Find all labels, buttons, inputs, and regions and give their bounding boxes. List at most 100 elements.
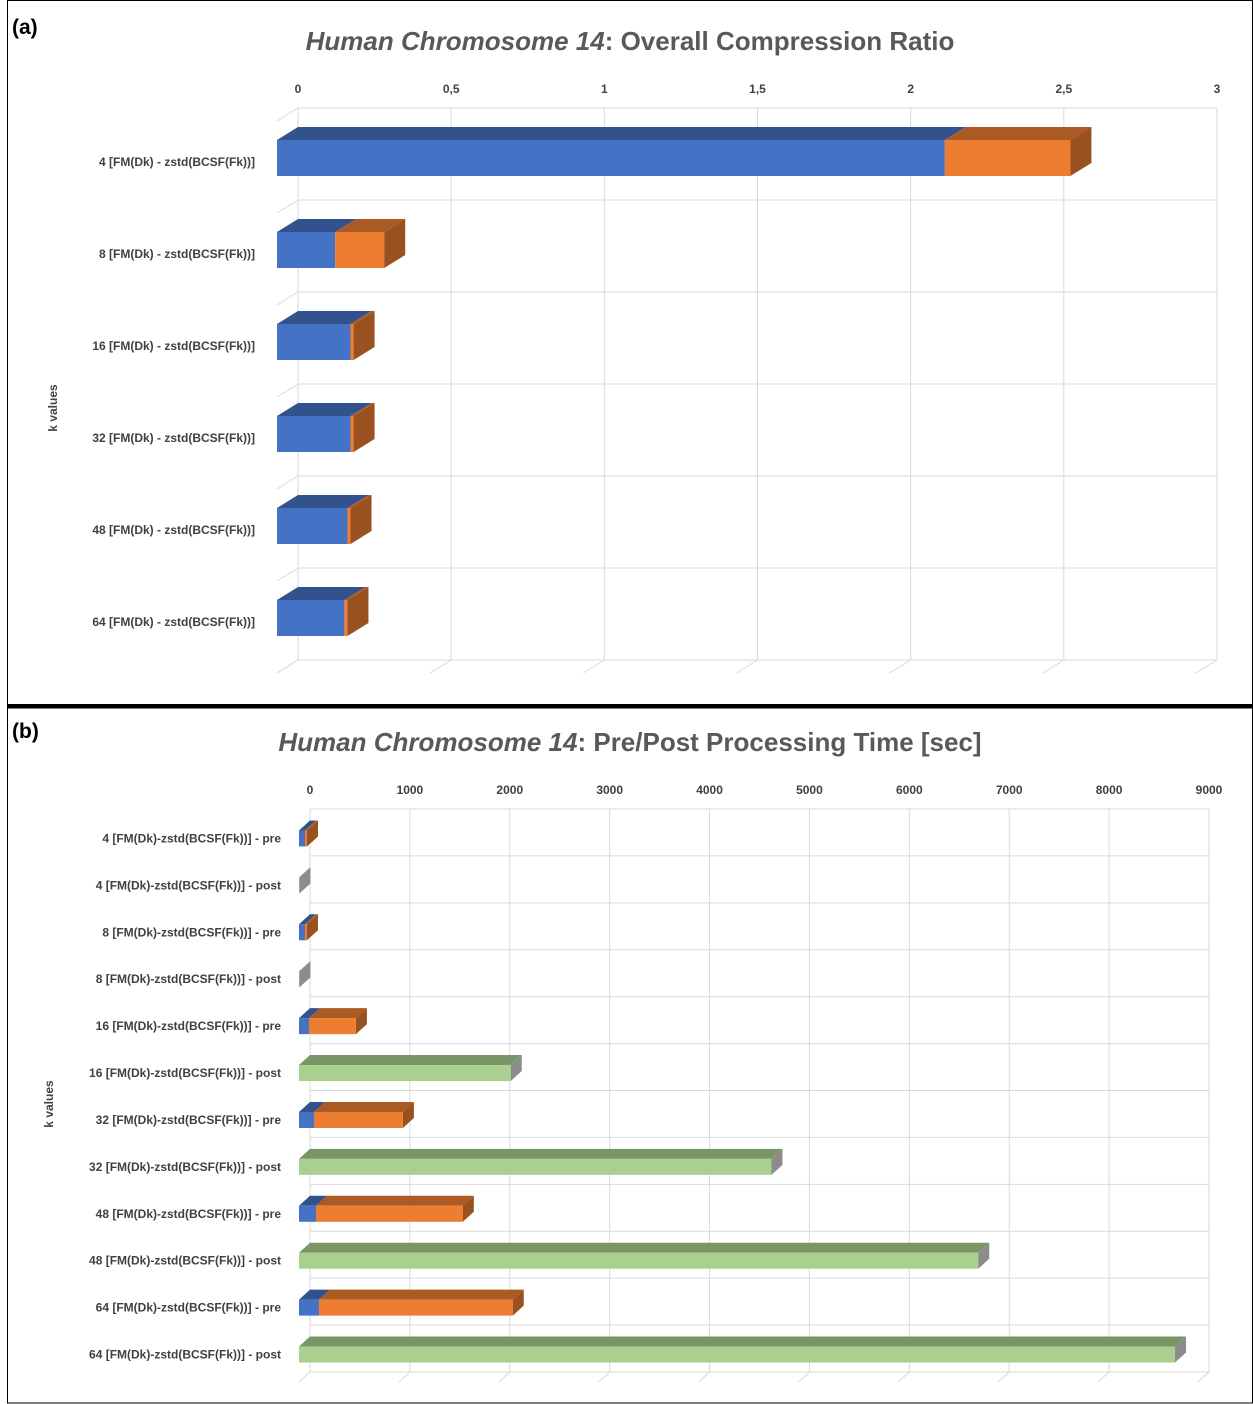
bar-top-green bbox=[299, 1336, 1187, 1347]
panel-b-ylabel: k values bbox=[42, 1080, 56, 1128]
bar-cap bbox=[462, 1195, 474, 1222]
gridline-floor bbox=[736, 659, 758, 674]
category-label: 64 [FM(Dk)-zstd(BCSF(Fk))] - pre bbox=[96, 1301, 282, 1315]
x-tick-label: 3000 bbox=[596, 783, 623, 797]
gridline-floor bbox=[583, 659, 605, 674]
gridline-side bbox=[276, 567, 299, 582]
gridline-side bbox=[276, 383, 299, 398]
bar-top-blue bbox=[299, 820, 316, 831]
bar-segment-blue bbox=[277, 416, 351, 452]
bar-cap bbox=[355, 1008, 367, 1035]
bar-cap bbox=[1070, 127, 1092, 176]
bar-segment-orange bbox=[304, 924, 307, 941]
gridline-side bbox=[276, 291, 299, 306]
bar-top-blue bbox=[277, 311, 372, 324]
bar-segment-blue bbox=[277, 508, 348, 544]
x-tick-label: 2000 bbox=[496, 783, 523, 797]
bar-cap bbox=[306, 820, 318, 847]
panel-a: (a) Human Chromosome 14: Overall Compres… bbox=[7, 0, 1253, 705]
gridline-floor bbox=[598, 1371, 611, 1383]
category-label: 64 [FM(Dk)-zstd(BCSF(Fk))] - post bbox=[89, 1348, 281, 1362]
bar-segment-blue bbox=[277, 324, 351, 360]
bar-top-green bbox=[299, 1148, 783, 1159]
bar-segment-orange bbox=[335, 232, 385, 268]
x-tick-label: 0 bbox=[307, 783, 314, 797]
gridline-floor bbox=[897, 1371, 910, 1383]
bar-segment-orange bbox=[313, 1111, 403, 1128]
category-label: 8 [FM(Dk)-zstd(BCSF(Fk))] - pre bbox=[102, 925, 281, 939]
bar-cap bbox=[347, 587, 369, 636]
category-label: 32 [FM(Dk)-zstd(BCSF(Fk))] - post bbox=[89, 1160, 281, 1174]
bar-top-green bbox=[299, 1242, 990, 1253]
x-tick-label: 1,5 bbox=[749, 82, 766, 96]
panel-a-frame bbox=[7, 0, 1253, 705]
bar-segment-orange bbox=[315, 1205, 463, 1222]
bar-top-blue bbox=[277, 127, 966, 140]
gridline-floor bbox=[997, 1371, 1010, 1383]
bar-top-orange bbox=[944, 127, 1092, 140]
category-label: 16 [FM(Dk) - zstd(BCSF(Fk))] bbox=[92, 339, 255, 353]
bar-top-blue bbox=[299, 1195, 327, 1206]
x-tick-label: 0 bbox=[295, 82, 302, 96]
gridline-floor bbox=[1042, 659, 1065, 674]
bar-segment-orange bbox=[304, 830, 307, 847]
bar-segment-green bbox=[299, 1346, 1176, 1363]
panel-b-frame bbox=[7, 707, 1253, 1404]
bar-top-orange bbox=[304, 820, 318, 831]
panel-a-label: (a) bbox=[12, 16, 38, 39]
category-label: 8 [FM(Dk) - zstd(BCSF(Fk))] bbox=[99, 247, 255, 261]
bar-top-orange bbox=[315, 1195, 474, 1206]
plot-b: 0 1000 2000 3000 4000 5000 6000 7000 8000 9000 4 [… bbox=[89, 783, 1223, 1383]
bar-top-blue bbox=[299, 1101, 325, 1112]
category-label: 32 [FM(Dk)-zstd(BCSF(Fk))] - pre bbox=[96, 1113, 282, 1127]
bar-cap bbox=[771, 1148, 783, 1175]
x-tick-label: 0,5 bbox=[443, 82, 460, 96]
gridline-floor bbox=[498, 1371, 511, 1383]
bar-top-blue bbox=[299, 1289, 330, 1300]
gridline-side bbox=[276, 659, 299, 674]
gridline-side bbox=[276, 107, 299, 122]
x-tick-label: 2,5 bbox=[1055, 82, 1072, 96]
bar-segment-blue bbox=[299, 830, 305, 847]
bar-cap bbox=[350, 495, 372, 544]
category-label: 48 [FM(Dk) - zstd(BCSF(Fk))] bbox=[92, 523, 255, 537]
bar-segment-orange bbox=[308, 1018, 356, 1035]
category-label: 4 [FM(Dk) - zstd(BCSF(Fk))] bbox=[99, 155, 255, 169]
bar-cap bbox=[402, 1101, 414, 1128]
bar-segment-blue bbox=[299, 1111, 314, 1128]
bar-segment-blue bbox=[299, 1205, 316, 1222]
x-tick-label: 9000 bbox=[1196, 783, 1223, 797]
bar-segment-blue bbox=[277, 600, 345, 636]
bar-top-orange bbox=[347, 495, 372, 508]
bar-top-orange bbox=[335, 219, 406, 232]
bar-top-green bbox=[299, 961, 311, 972]
x-tick-label: 8000 bbox=[1096, 783, 1123, 797]
bar-top-blue bbox=[277, 219, 357, 232]
bar-segment-blue bbox=[277, 232, 336, 268]
bar-segment-green bbox=[299, 1158, 772, 1175]
gridline-floor bbox=[298, 1371, 311, 1383]
category-label: 48 [FM(Dk)-zstd(BCSF(Fk))] - post bbox=[89, 1254, 281, 1268]
bar-cap bbox=[353, 311, 375, 360]
bar-cap bbox=[510, 1055, 522, 1082]
panel-a-title: Human Chromosome 14: Overall Compression… bbox=[306, 26, 955, 56]
panel-b-title: Human Chromosome 14: Pre/Post Processing… bbox=[278, 727, 981, 757]
x-tick-label: 5000 bbox=[796, 783, 823, 797]
panel-b-title-italic: Human Chromosome 14 bbox=[278, 727, 578, 757]
bar-segment-orange bbox=[350, 324, 354, 360]
bar-top-blue bbox=[277, 587, 366, 600]
panel-b: (b) Human Chromosome 14: Pre/Post Proces… bbox=[7, 707, 1253, 1404]
x-tick-label: 2 bbox=[907, 82, 914, 96]
bar-cap bbox=[306, 914, 318, 941]
gridline-side bbox=[276, 475, 299, 490]
bar-top-blue bbox=[299, 1008, 320, 1019]
bar-top-green bbox=[299, 1055, 522, 1066]
x-tick-label: 7000 bbox=[996, 783, 1023, 797]
category-label: 16 [FM(Dk)-zstd(BCSF(Fk))] - pre bbox=[96, 1019, 282, 1033]
bar-top-orange bbox=[350, 403, 375, 416]
bar-segment-green bbox=[299, 971, 300, 988]
category-label: 8 [FM(Dk)-zstd(BCSF(Fk))] - post bbox=[96, 972, 281, 986]
bar-segment-green bbox=[299, 877, 300, 894]
bar-segment-orange bbox=[944, 140, 1071, 176]
